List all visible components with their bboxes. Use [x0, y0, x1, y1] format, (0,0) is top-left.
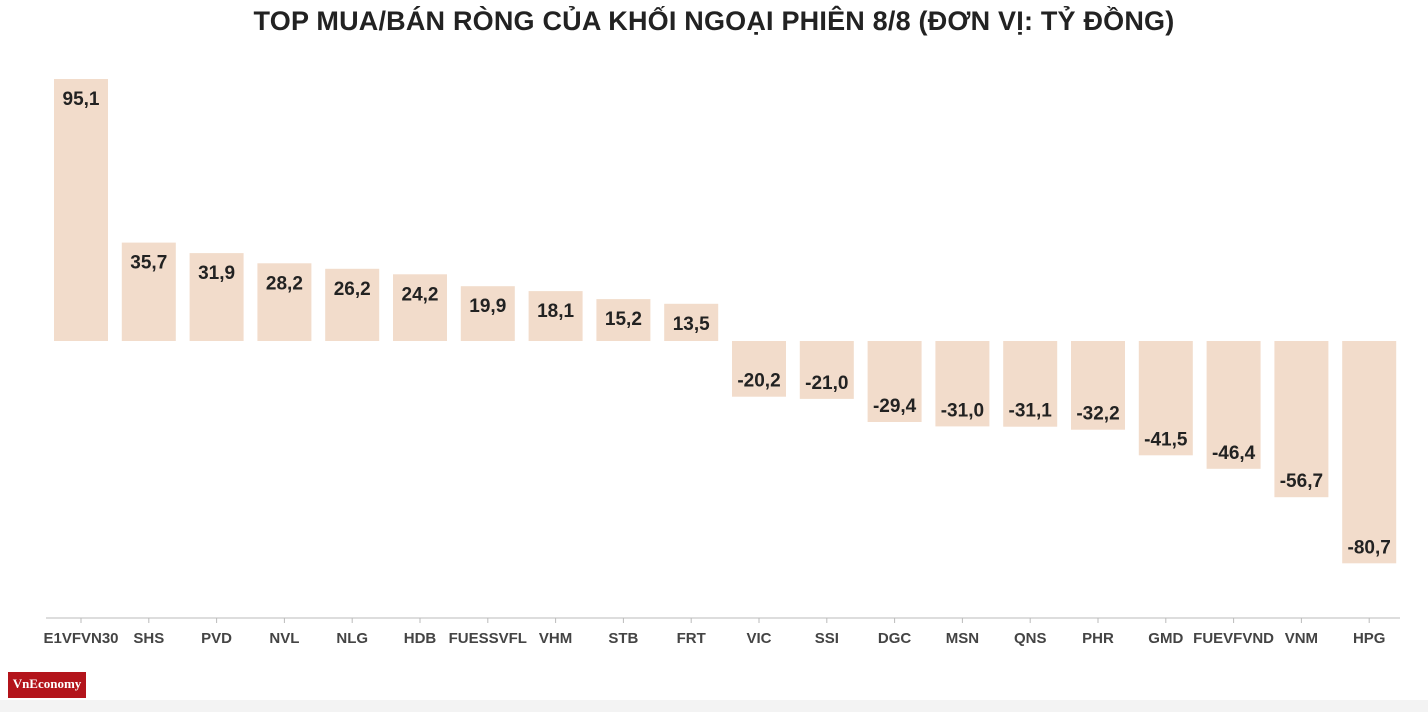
value-label-phr: -32,2 [1076, 404, 1119, 425]
value-label-frt: 13,5 [673, 314, 710, 335]
bar-phr [1071, 341, 1125, 430]
value-label-gmd: -41,5 [1144, 429, 1188, 450]
bar-pvd [189, 253, 244, 341]
bar-stb [596, 299, 651, 341]
value-labels-layer: 95,1 35,7 31,9 28,2 26,2 24,2 19,9 18,1 15,2 13,5… [63, 89, 1391, 558]
tick-label-fuessvfl: FUESSVFL [449, 630, 527, 647]
tick-label-vhm: VHM [539, 630, 572, 647]
value-label-pvd: 31,9 [198, 263, 235, 284]
vneconomy-logo: VnEconomy [8, 672, 86, 698]
bar-vic [732, 341, 786, 397]
value-label-vnm: -56,7 [1280, 471, 1323, 492]
value-label-stb: 15,2 [605, 309, 642, 330]
tick-label-dgc: DGC [878, 630, 912, 647]
tick-label-phr: PHR [1082, 630, 1114, 647]
bar-vnm [1274, 341, 1329, 498]
value-label-vic: -20,2 [737, 371, 780, 392]
tick-label-hdb: HDB [404, 630, 437, 647]
chart-title: TOP MUA/BÁN RÒNG CỦA KHỐI NGOẠI PHIÊN 8/… [253, 6, 1175, 36]
bar-hdb [393, 274, 447, 341]
bar-gmd [1138, 341, 1193, 456]
value-label-hpg: -80,7 [1348, 537, 1391, 558]
tick-label-msn: MSN [946, 630, 979, 647]
value-label-e1vfvn30: 95,1 [63, 89, 100, 110]
tick-label-stb: STB [608, 630, 638, 647]
value-label-dgc: -29,4 [873, 396, 917, 417]
bar-dgc [867, 341, 922, 422]
bar-hpg [1342, 341, 1397, 564]
value-label-hdb: 24,2 [402, 284, 439, 305]
bar-nlg [325, 268, 380, 341]
tick-label-e1vfvn30: E1VFVN30 [43, 630, 118, 647]
bar-frt [664, 303, 719, 341]
bar-fuevfvnd [1206, 341, 1261, 469]
value-label-shs: 35,7 [130, 253, 167, 274]
bars-layer [54, 79, 1397, 564]
tick-label-hpg: HPG [1353, 630, 1386, 647]
x-tick-labels-layer: E1VFVN30 SHS PVD NVL NLG HDB FUESSVFL VHM STB FRT… [43, 618, 1385, 647]
bar-qns [1003, 341, 1058, 427]
value-label-vhm: 18,1 [537, 301, 574, 322]
tick-label-vnm: VNM [1285, 630, 1318, 647]
bar-nvl [257, 263, 312, 341]
bar-ssi [799, 341, 854, 399]
tick-label-pvd: PVD [201, 630, 232, 647]
tick-label-nvl: NVL [269, 630, 299, 647]
value-label-fuevfvnd: -46,4 [1212, 443, 1256, 464]
value-label-ssi: -21,0 [805, 373, 848, 394]
logo-text: VnEconomy [12, 676, 82, 691]
tick-label-qns: QNS [1014, 630, 1047, 647]
tick-label-shs: SHS [133, 630, 164, 647]
bar-shs [121, 242, 176, 341]
bar-msn [935, 341, 990, 427]
bottom-strip [0, 700, 1428, 712]
tick-label-ssi: SSI [815, 630, 839, 647]
value-label-nvl: 28,2 [266, 273, 303, 294]
value-label-msn: -31,0 [941, 400, 984, 421]
bar-vhm [528, 291, 583, 341]
bar-e1vfvn30 [54, 79, 108, 341]
tick-label-vic: VIC [746, 630, 771, 647]
tick-label-frt: FRT [677, 630, 706, 647]
tick-label-fuevfvnd: FUEVFVND [1193, 630, 1274, 647]
value-label-nlg: 26,2 [334, 279, 371, 300]
value-label-qns: -31,1 [1009, 401, 1053, 422]
value-label-fuessvfl: 19,9 [469, 296, 506, 317]
tick-label-gmd: GMD [1148, 630, 1183, 647]
tick-label-nlg: NLG [336, 630, 368, 647]
bar-fuessvfl [460, 286, 515, 341]
